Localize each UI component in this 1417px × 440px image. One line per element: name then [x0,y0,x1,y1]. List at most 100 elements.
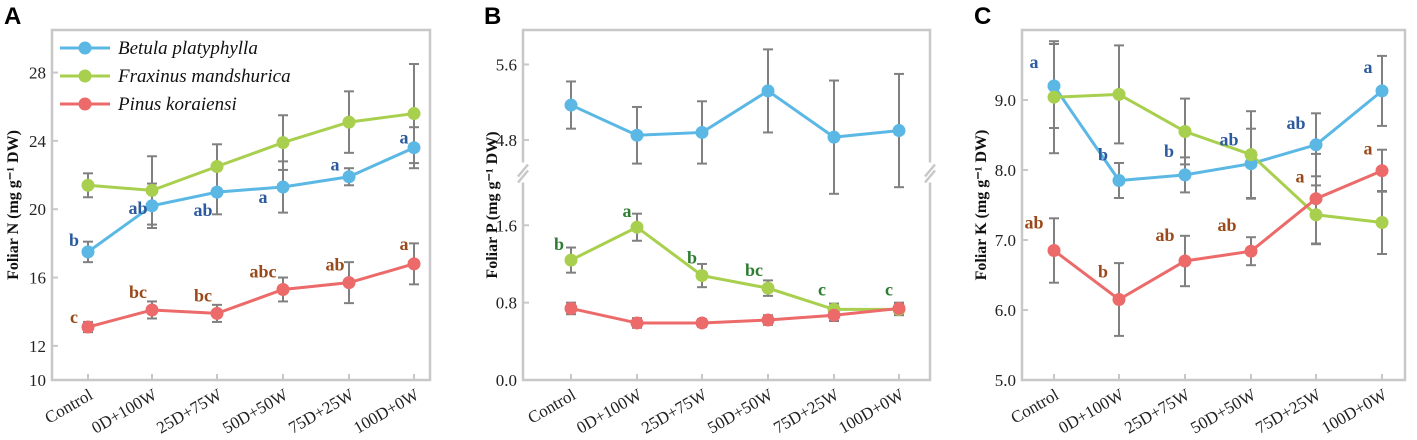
legend-label-fraxinus: Fraxinus mandshurica [117,66,291,87]
data-point-betula [407,141,421,155]
significance-label: ab [1217,215,1236,235]
y-tick-label: 24 [29,132,47,151]
y-tick-label: 12 [29,337,46,356]
data-point-fraxinus [1178,125,1192,138]
plot-frame [1020,28,1407,382]
x-tick-label: 100D+0W [1318,385,1391,438]
data-point-pinus [1112,293,1126,306]
panel-letter: B [484,3,501,30]
significance-label: ab [1219,130,1238,150]
data-point-pinus [827,308,841,322]
significance-label: ab [1024,213,1043,233]
x-tick-label: 25D+75W [153,385,226,438]
data-point-fraxinus [1047,90,1061,104]
panel-letter: C [974,3,991,30]
data-point-betula [342,170,356,184]
y-tick-label: 6.0 [995,301,1016,320]
series-line-pinus [87,262,415,329]
data-point-betula [145,199,159,213]
y-tick-label: 4.8 [496,131,517,150]
data-point-betula [276,180,290,194]
y-tick-label: 9.0 [995,91,1016,110]
data-point-betula [564,98,578,112]
data-point-pinus [630,316,644,330]
significance-label: b [1164,141,1174,161]
series-line-fraxinus [87,112,415,192]
y-axis-title: Foliar K (mg g⁻¹ DW) [973,130,990,281]
series-line-betula [570,89,900,139]
data-point-betula [1047,79,1061,93]
x-tick-label: 0D+100W [573,385,646,438]
significance-label: a [1364,57,1373,77]
data-point-pinus [210,306,224,320]
significance-label: b [687,248,697,268]
data-point-betula [1375,84,1389,98]
significance-label: a [259,187,268,207]
significance-label: ab [1155,225,1174,245]
significance-label: ab [1286,113,1305,133]
significance-label: b [1098,262,1108,282]
axis-break-mark [517,163,529,178]
x-tick-label: 75D+25W [770,385,843,438]
data-point-pinus [342,276,356,290]
legend-marker-betula [78,41,92,55]
x-tick-label: 50D+50W [1187,385,1260,438]
data-point-pinus [1309,192,1323,206]
panel-c: C 5.0 6.0 7.0 8.0 9.0 Control0D+100W25D+75W50D… [973,3,1407,438]
data-point-fraxinus [630,220,644,234]
data-point-fraxinus [1112,87,1126,101]
series-line-betula [87,146,415,254]
y-tick-label: 20 [29,200,46,219]
x-tick-label: 0D+100W [1055,385,1128,438]
significance-label: bc [194,285,212,305]
data-point-pinus [1047,244,1061,257]
data-point-pinus [81,320,95,334]
x-tick-label: 50D+50W [704,385,777,438]
axis-break-mark [924,163,936,178]
x-tick-label: 25D+75W [638,385,711,438]
y-tick-label: 28 [29,64,46,83]
data-point-pinus [695,316,709,330]
y-tick-label: 5.0 [995,371,1016,390]
data-point-betula [761,84,775,98]
data-point-fraxinus [761,281,775,295]
significance-label: b [69,230,79,250]
significance-label: a [331,155,340,175]
data-point-betula [81,245,95,259]
data-point-fraxinus [1309,208,1323,222]
data-point-pinus [145,303,159,317]
significance-label: a [1296,167,1305,187]
significance-label: bc [745,260,763,280]
data-point-fraxinus [695,269,709,283]
data-point-betula [1178,168,1192,182]
axis-break-mark [517,169,529,184]
data-point-fraxinus [407,107,421,121]
legend-marker-pinus [78,97,92,111]
y-tick-label: 5.6 [496,55,517,74]
panel-b: B 0.0 0.8 1.6 4.8 5.6 Control0D+100W25D+75W50D… [484,3,936,438]
significance-label: a [400,234,409,254]
y-tick-label: 1.6 [496,216,517,235]
data-point-pinus [1244,244,1258,258]
series-line-fraxinus [1053,92,1383,224]
significance-label: a [400,128,409,148]
y-axis-title: Foliar N (mg g⁻¹ DW) [5,130,22,280]
y-tick-label: 8.0 [995,161,1016,180]
significance-label: ab [128,198,147,218]
data-point-betula [1309,138,1323,152]
data-point-fraxinus [81,178,95,192]
x-tick-label: Control [525,385,580,428]
x-tick-label: Control [1008,385,1063,428]
y-tick-label: 7.0 [995,231,1016,250]
significance-label: a [1364,139,1373,159]
y-tick-label: 0.0 [496,371,517,390]
significance-label: bc [129,282,147,302]
data-point-fraxinus [210,160,224,173]
data-point-pinus [1178,254,1192,268]
y-tick-label: 16 [29,269,46,288]
data-point-pinus [761,313,775,327]
plot-frame [50,28,432,382]
x-tick-label: 100D+0W [835,385,908,438]
data-point-fraxinus [1375,216,1389,229]
